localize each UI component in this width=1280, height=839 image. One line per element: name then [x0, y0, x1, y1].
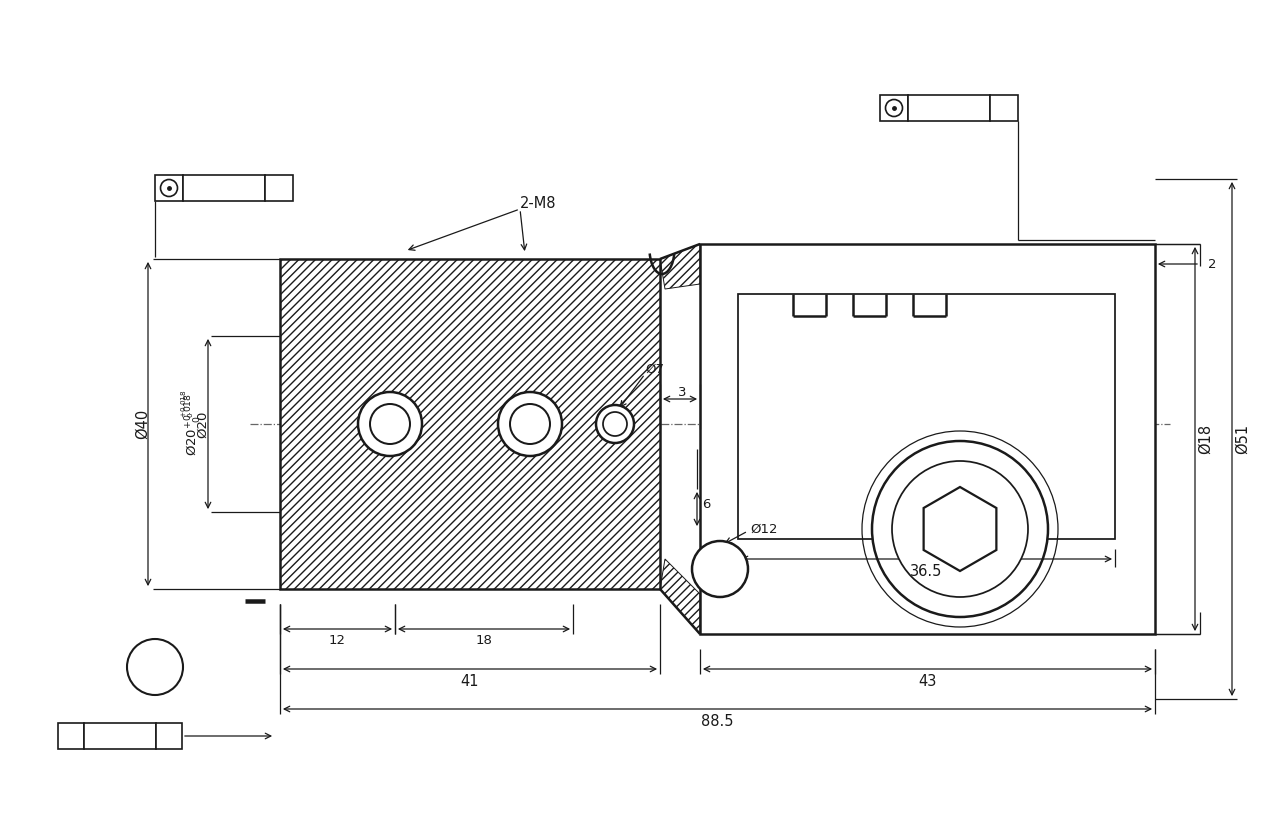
- Text: /: /: [68, 727, 74, 745]
- Text: Ø18: Ø18: [1198, 424, 1212, 454]
- Text: Ø20$^{+0.018}_{\ \ 0}$: Ø20$^{+0.018}_{\ \ 0}$: [184, 393, 204, 456]
- Text: Ø0.011: Ø0.011: [197, 180, 251, 195]
- Circle shape: [358, 392, 422, 456]
- Text: A: A: [164, 728, 174, 743]
- Circle shape: [692, 541, 748, 597]
- Circle shape: [872, 441, 1048, 617]
- Text: Ø40: Ø40: [134, 409, 150, 439]
- Bar: [156, 723, 182, 749]
- Text: Ø7: Ø7: [645, 362, 664, 376]
- Bar: [183, 175, 265, 201]
- Polygon shape: [700, 244, 1155, 634]
- Polygon shape: [739, 294, 1115, 539]
- Text: A: A: [146, 657, 164, 677]
- Bar: [155, 175, 183, 201]
- Circle shape: [603, 412, 627, 436]
- Text: 6: 6: [701, 498, 710, 510]
- Bar: [908, 95, 989, 121]
- Bar: [989, 95, 1018, 121]
- Text: Ø20: Ø20: [197, 410, 210, 438]
- Bar: [84, 723, 156, 749]
- Text: Ø12: Ø12: [750, 523, 777, 535]
- Text: 12: 12: [329, 634, 346, 648]
- Text: 36.5: 36.5: [910, 565, 942, 580]
- Text: A: A: [274, 180, 284, 195]
- Text: 88.5: 88.5: [701, 715, 733, 729]
- Text: 43: 43: [918, 674, 937, 689]
- Circle shape: [509, 404, 550, 444]
- Circle shape: [596, 405, 634, 443]
- Polygon shape: [924, 487, 996, 571]
- Text: 3: 3: [677, 385, 686, 399]
- Text: 0.011: 0.011: [99, 728, 141, 743]
- Text: Ø0.011: Ø0.011: [922, 101, 975, 116]
- Text: 41: 41: [461, 674, 479, 689]
- Text: 2-M8: 2-M8: [520, 196, 557, 211]
- Circle shape: [498, 392, 562, 456]
- Text: 18: 18: [476, 634, 493, 648]
- Bar: [58, 723, 84, 749]
- Text: 2: 2: [1208, 258, 1216, 270]
- Bar: [265, 175, 293, 201]
- Circle shape: [886, 100, 902, 117]
- Circle shape: [892, 461, 1028, 597]
- Bar: [881, 95, 908, 121]
- Text: A: A: [998, 101, 1010, 116]
- Circle shape: [370, 404, 410, 444]
- Text: Ø51: Ø51: [1234, 424, 1249, 454]
- Text: $^{+0.018}_{0}$: $^{+0.018}_{0}$: [179, 390, 196, 419]
- Polygon shape: [280, 259, 660, 589]
- Circle shape: [127, 639, 183, 695]
- Circle shape: [160, 180, 178, 196]
